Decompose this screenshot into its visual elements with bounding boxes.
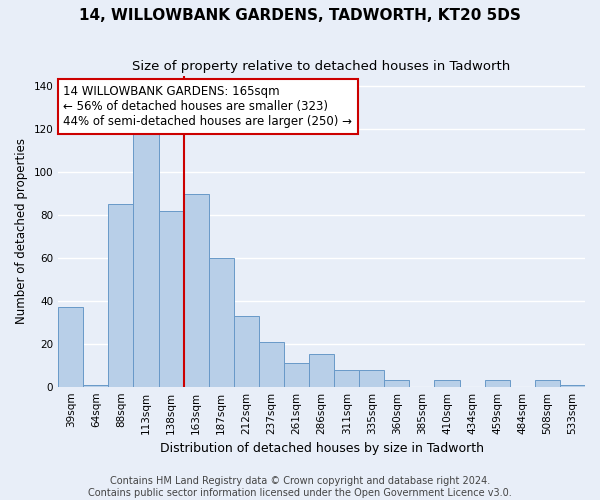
Bar (485, 380, 510, 386)
Bar (309, 354, 334, 386)
Bar (209, 258, 234, 386)
Bar (359, 370, 385, 386)
Bar (334, 370, 359, 386)
Bar (109, 204, 133, 386)
Bar (259, 342, 284, 386)
Text: 14, WILLOWBANK GARDENS, TADWORTH, KT20 5DS: 14, WILLOWBANK GARDENS, TADWORTH, KT20 5… (79, 8, 521, 22)
Text: Contains HM Land Registry data © Crown copyright and database right 2024.
Contai: Contains HM Land Registry data © Crown c… (88, 476, 512, 498)
Bar (83, 384, 109, 386)
Text: 14 WILLOWBANK GARDENS: 165sqm
← 56% of detached houses are smaller (323)
44% of : 14 WILLOWBANK GARDENS: 165sqm ← 56% of d… (64, 85, 352, 128)
Bar (133, 134, 158, 386)
Bar (535, 380, 560, 386)
Bar (58, 308, 83, 386)
Bar (385, 380, 409, 386)
Y-axis label: Number of detached properties: Number of detached properties (15, 138, 28, 324)
Bar (434, 380, 460, 386)
X-axis label: Distribution of detached houses by size in Tadworth: Distribution of detached houses by size … (160, 442, 484, 455)
Bar (284, 363, 309, 386)
Bar (184, 194, 209, 386)
Bar (560, 384, 585, 386)
Bar (234, 316, 259, 386)
Title: Size of property relative to detached houses in Tadworth: Size of property relative to detached ho… (133, 60, 511, 73)
Bar (158, 210, 184, 386)
